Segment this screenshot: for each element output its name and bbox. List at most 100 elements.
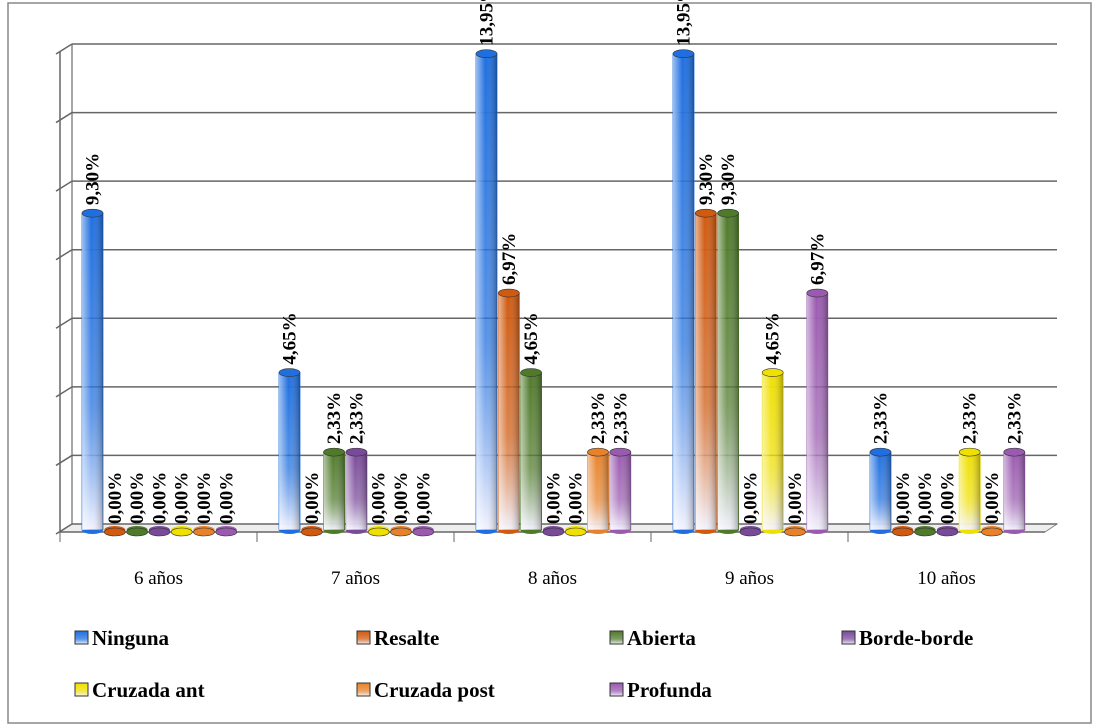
value-label: 0,00% (543, 472, 564, 524)
x-tick-label: 6 años (134, 568, 183, 589)
value-label: 2,33% (324, 392, 345, 444)
cylinder-top (215, 527, 238, 537)
tick-mark (55, 249, 73, 261)
cylinder-top (300, 527, 323, 537)
cylinder (148, 526, 171, 537)
value-label: 13,95% (477, 0, 498, 46)
cylinder (672, 49, 695, 534)
value-label: 2,33% (610, 392, 631, 444)
value-label: 0,00% (302, 472, 323, 524)
cylinder (761, 368, 784, 534)
legend-swatch (356, 630, 371, 645)
tick-mark (55, 111, 73, 124)
legend-swatch (74, 682, 89, 697)
value-label: 0,00% (566, 472, 587, 524)
cylinder-top (81, 208, 104, 218)
legend-swatch (74, 630, 89, 645)
value-label: 0,00% (915, 472, 936, 524)
cylinder-top (936, 527, 959, 537)
value-label: 9,30% (83, 153, 104, 205)
value-label: 2,33% (1004, 392, 1025, 444)
cylinder-top (717, 208, 739, 218)
value-label: 0,00% (216, 472, 237, 524)
cylinder (497, 288, 520, 534)
cylinder (412, 526, 435, 537)
legend-label: Cruzada post (374, 678, 495, 702)
cylinder-top (587, 447, 609, 457)
cylinder (609, 447, 632, 534)
value-label: 0,00% (413, 472, 434, 524)
value-label: 6,97% (499, 233, 520, 285)
cylinder (936, 526, 959, 537)
bar-shade (498, 293, 520, 530)
tick-mark (55, 317, 73, 329)
cylinder (300, 526, 323, 537)
value-label: 2,33% (346, 392, 367, 444)
value-label: 6,97% (807, 233, 828, 285)
cylinder-top (367, 527, 390, 537)
cylinder-top (981, 527, 1003, 537)
cylinder (717, 208, 739, 534)
cylinder-top (323, 447, 345, 457)
cylinder (104, 526, 126, 537)
bar-shade (959, 452, 981, 530)
bar-shade (587, 452, 609, 530)
cylinder-top (412, 527, 435, 537)
bar-shade (762, 372, 784, 530)
value-label: 0,00% (105, 472, 126, 524)
value-label: 9,30% (718, 153, 739, 205)
tick-mark (55, 43, 73, 55)
legend-label: Cruzada ant (92, 678, 205, 702)
bar-shade (673, 53, 694, 530)
bar-shade (1003, 452, 1025, 530)
cylinder-top (761, 368, 784, 377)
bar-shade (717, 213, 739, 530)
cylinder-top (497, 288, 520, 298)
cylinder (126, 526, 148, 537)
cylinder-top (891, 527, 914, 537)
cylinder-top (170, 527, 193, 537)
cylinder-top (126, 527, 148, 537)
cylinder-top (739, 527, 762, 537)
value-label: 0,00% (785, 472, 806, 524)
cylinder (806, 288, 829, 534)
cylinder (587, 447, 609, 534)
cylinder-top (564, 527, 587, 537)
bar-shade (345, 452, 367, 530)
bar-shade (82, 213, 103, 530)
legend-label: Borde-borde (859, 626, 973, 650)
cylinder (215, 526, 238, 537)
value-label: 4,65% (763, 312, 784, 364)
legend-swatch (841, 630, 856, 645)
cylinder-top (542, 527, 565, 537)
value-label: 0,00% (369, 472, 390, 524)
chart-frame (7, 2, 1092, 724)
cylinder-top (390, 527, 412, 537)
value-label: 0,00% (194, 472, 215, 524)
tick-mark (55, 523, 73, 535)
bar-shade (870, 452, 891, 530)
value-label: 2,33% (960, 392, 981, 444)
value-label: 0,00% (937, 472, 958, 524)
cylinder (914, 526, 936, 537)
x-tick-label: 7 años (331, 568, 380, 589)
cylinder (170, 526, 193, 537)
value-label: 0,00% (893, 472, 914, 524)
x-tick-label: 8 años (528, 568, 577, 589)
legend-swatch (356, 682, 371, 697)
cylinder-top (193, 527, 215, 537)
value-label: 13,95% (674, 0, 695, 46)
cylinder (520, 368, 542, 534)
value-label: 4,65% (521, 312, 542, 364)
cylinder-top (148, 527, 171, 537)
cylinder-top (1003, 447, 1026, 457)
legend-label: Resalte (374, 626, 439, 650)
cylinder (739, 526, 762, 537)
cylinder (323, 447, 346, 534)
cylinder (1003, 447, 1026, 534)
tick-mark (55, 180, 73, 192)
value-label: 0,00% (172, 472, 193, 524)
value-label: 0,00% (740, 472, 761, 524)
